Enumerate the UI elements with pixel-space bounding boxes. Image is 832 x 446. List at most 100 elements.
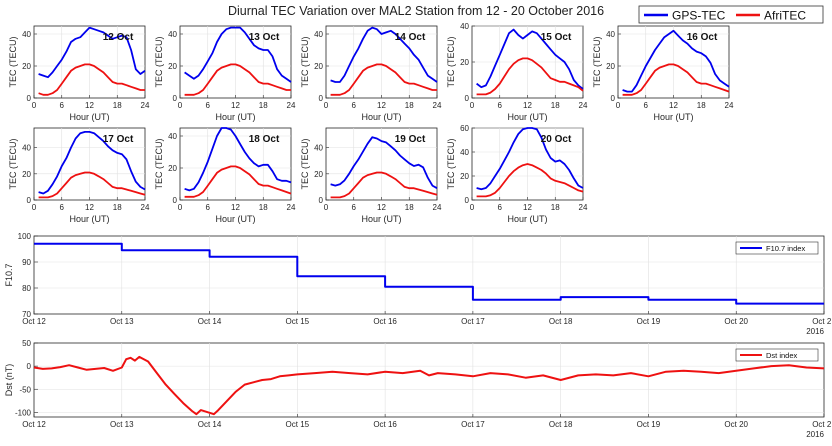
y-tick-label: 0 <box>173 196 178 205</box>
y-tick-label: 0 <box>27 196 32 205</box>
gps-tec-line <box>330 26 438 83</box>
x-tick-label: Oct 15 <box>286 420 310 429</box>
panel-date-label: 20 Oct <box>541 134 572 145</box>
x-tick-label: 6 <box>498 203 503 212</box>
x-tick-label: Oct 12 <box>22 420 46 429</box>
tec-panel-2: 0 6 12 18 24 0 20 40 13 Oct Hour (UT) TEC (TECU) <box>154 25 296 122</box>
x-tick-label: 18 <box>259 203 268 212</box>
x-tick-label: 18 <box>259 101 268 110</box>
y-axis-label: TEC (TECU) <box>154 37 164 88</box>
afritec-line <box>476 163 584 198</box>
afritec-line <box>330 63 437 96</box>
tec-panel-1: 0 6 12 18 24 0 20 40 12 Oct Hour (UT) TEC (TECU) <box>8 25 150 122</box>
year-label: 2016 <box>806 327 824 336</box>
x-tick-label: 24 <box>433 101 442 110</box>
x-axis-label: Hour (UT) <box>216 214 256 224</box>
x-tick-label: 12 <box>523 101 532 110</box>
y-tick-label: 20 <box>460 172 469 181</box>
afritec-line <box>38 63 145 96</box>
x-tick-label: 6 <box>60 203 65 212</box>
y-tick-label: 90 <box>22 258 31 267</box>
y-axis-label: Dst (nT) <box>4 364 14 397</box>
tec-panel-3: 0 6 12 18 24 0 20 40 14 Oct Hour (UT) TEC (TECU) <box>300 25 442 122</box>
x-tick-label: Oct 19 <box>637 420 661 429</box>
y-tick-label: 20 <box>168 62 177 71</box>
x-tick-label: 12 <box>85 203 94 212</box>
x-tick-label: 6 <box>352 203 357 212</box>
x-tick-label: 0 <box>178 203 183 212</box>
y-tick-label: 40 <box>606 30 615 39</box>
dst-panel: Oct 12 Oct 13 Oct 14 Oct 15 Oct 16 Oct 17 Oct … <box>4 339 832 439</box>
y-tick-label: 70 <box>22 310 31 319</box>
y-tick-label: 20 <box>168 164 177 173</box>
y-tick-label: 0 <box>465 196 470 205</box>
x-tick-label: Oct 12 <box>22 317 46 326</box>
x-tick-label: 0 <box>324 101 329 110</box>
y-axis-label: F10.7 <box>4 263 14 286</box>
legend-box <box>638 5 824 24</box>
x-tick-label: 0 <box>178 101 183 110</box>
x-tick-label: 6 <box>206 101 211 110</box>
y-tick-label: 0 <box>319 196 324 205</box>
x-tick-label: Oct 18 <box>549 420 573 429</box>
legend: GPS-TEC AfriTEC <box>638 5 824 24</box>
y-axis-label: TEC (TECU) <box>446 37 456 88</box>
y-tick-label: 100 <box>18 232 32 241</box>
figure-title: Diurnal TEC Variation over MAL2 Station … <box>228 4 604 18</box>
x-tick-label: 12 <box>523 203 532 212</box>
x-tick-label: 12 <box>231 101 240 110</box>
x-tick-label: 18 <box>551 101 560 110</box>
y-tick-label: 60 <box>460 124 469 133</box>
afritec-line <box>330 171 438 199</box>
panel-date-label: 12 Oct <box>103 32 134 43</box>
plot-area <box>33 342 825 418</box>
y-tick-label: 40 <box>460 22 469 31</box>
x-tick-label: 18 <box>113 203 122 212</box>
y-axis-label: TEC (TECU) <box>8 139 18 190</box>
y-axis-label: TEC (TECU) <box>154 139 164 190</box>
legend-afri-label: AfriTEC <box>764 9 806 23</box>
y-tick-label: 20 <box>314 170 323 179</box>
panel-date-label: 17 Oct <box>103 134 134 145</box>
y-tick-label: 40 <box>168 132 177 141</box>
f107-panel: Oct 12 Oct 13 Oct 14 Oct 15 Oct 16 Oct 17 Oct … <box>4 232 832 336</box>
y-tick-label: 20 <box>314 62 323 71</box>
panel-date-label: 13 Oct <box>249 32 280 43</box>
y-axis-label: TEC (TECU) <box>8 37 18 88</box>
x-tick-label: 6 <box>206 203 211 212</box>
x-tick-label: 6 <box>60 101 65 110</box>
x-tick-label: 12 <box>231 203 240 212</box>
x-tick-label: 0 <box>32 203 37 212</box>
x-tick-label: Oct 17 <box>461 317 485 326</box>
gps-tec-line <box>38 130 146 195</box>
x-axis-label: Hour (UT) <box>216 112 256 122</box>
tec-panel-8: 0 6 12 18 24 0 20 40 19 Oct Hour (UT) TEC (TECU) <box>300 127 442 224</box>
x-tick-label: 24 <box>287 203 296 212</box>
x-tick-label: 24 <box>287 101 296 110</box>
x-tick-label: Oct 17 <box>461 420 485 429</box>
x-tick-label: 12 <box>85 101 94 110</box>
y-axis-label: TEC (TECU) <box>446 139 456 190</box>
x-tick-label: 24 <box>579 203 588 212</box>
y-tick-label: -100 <box>15 408 32 417</box>
x-tick-label: 6 <box>644 101 649 110</box>
y-tick-label: 20 <box>460 58 469 67</box>
x-tick-label: 24 <box>579 101 588 110</box>
x-axis-label: Hour (UT) <box>362 112 402 122</box>
x-tick-label: 18 <box>697 101 706 110</box>
y-tick-label: 0 <box>173 94 178 103</box>
y-tick-label: 40 <box>314 144 323 153</box>
y-tick-label: 20 <box>606 62 615 71</box>
x-tick-label: Oct 21 <box>812 420 832 429</box>
panel-legend: Dst index <box>735 348 819 362</box>
afritec-line <box>184 63 291 96</box>
afritec-line <box>38 171 146 199</box>
gps-tec-line <box>476 28 584 90</box>
x-axis-label: Hour (UT) <box>70 214 110 224</box>
afritec-line <box>622 63 730 96</box>
y-tick-label: 50 <box>22 339 31 348</box>
x-tick-label: 0 <box>470 203 475 212</box>
x-tick-label: 0 <box>616 101 621 110</box>
x-axis-label: Hour (UT) <box>508 214 548 224</box>
